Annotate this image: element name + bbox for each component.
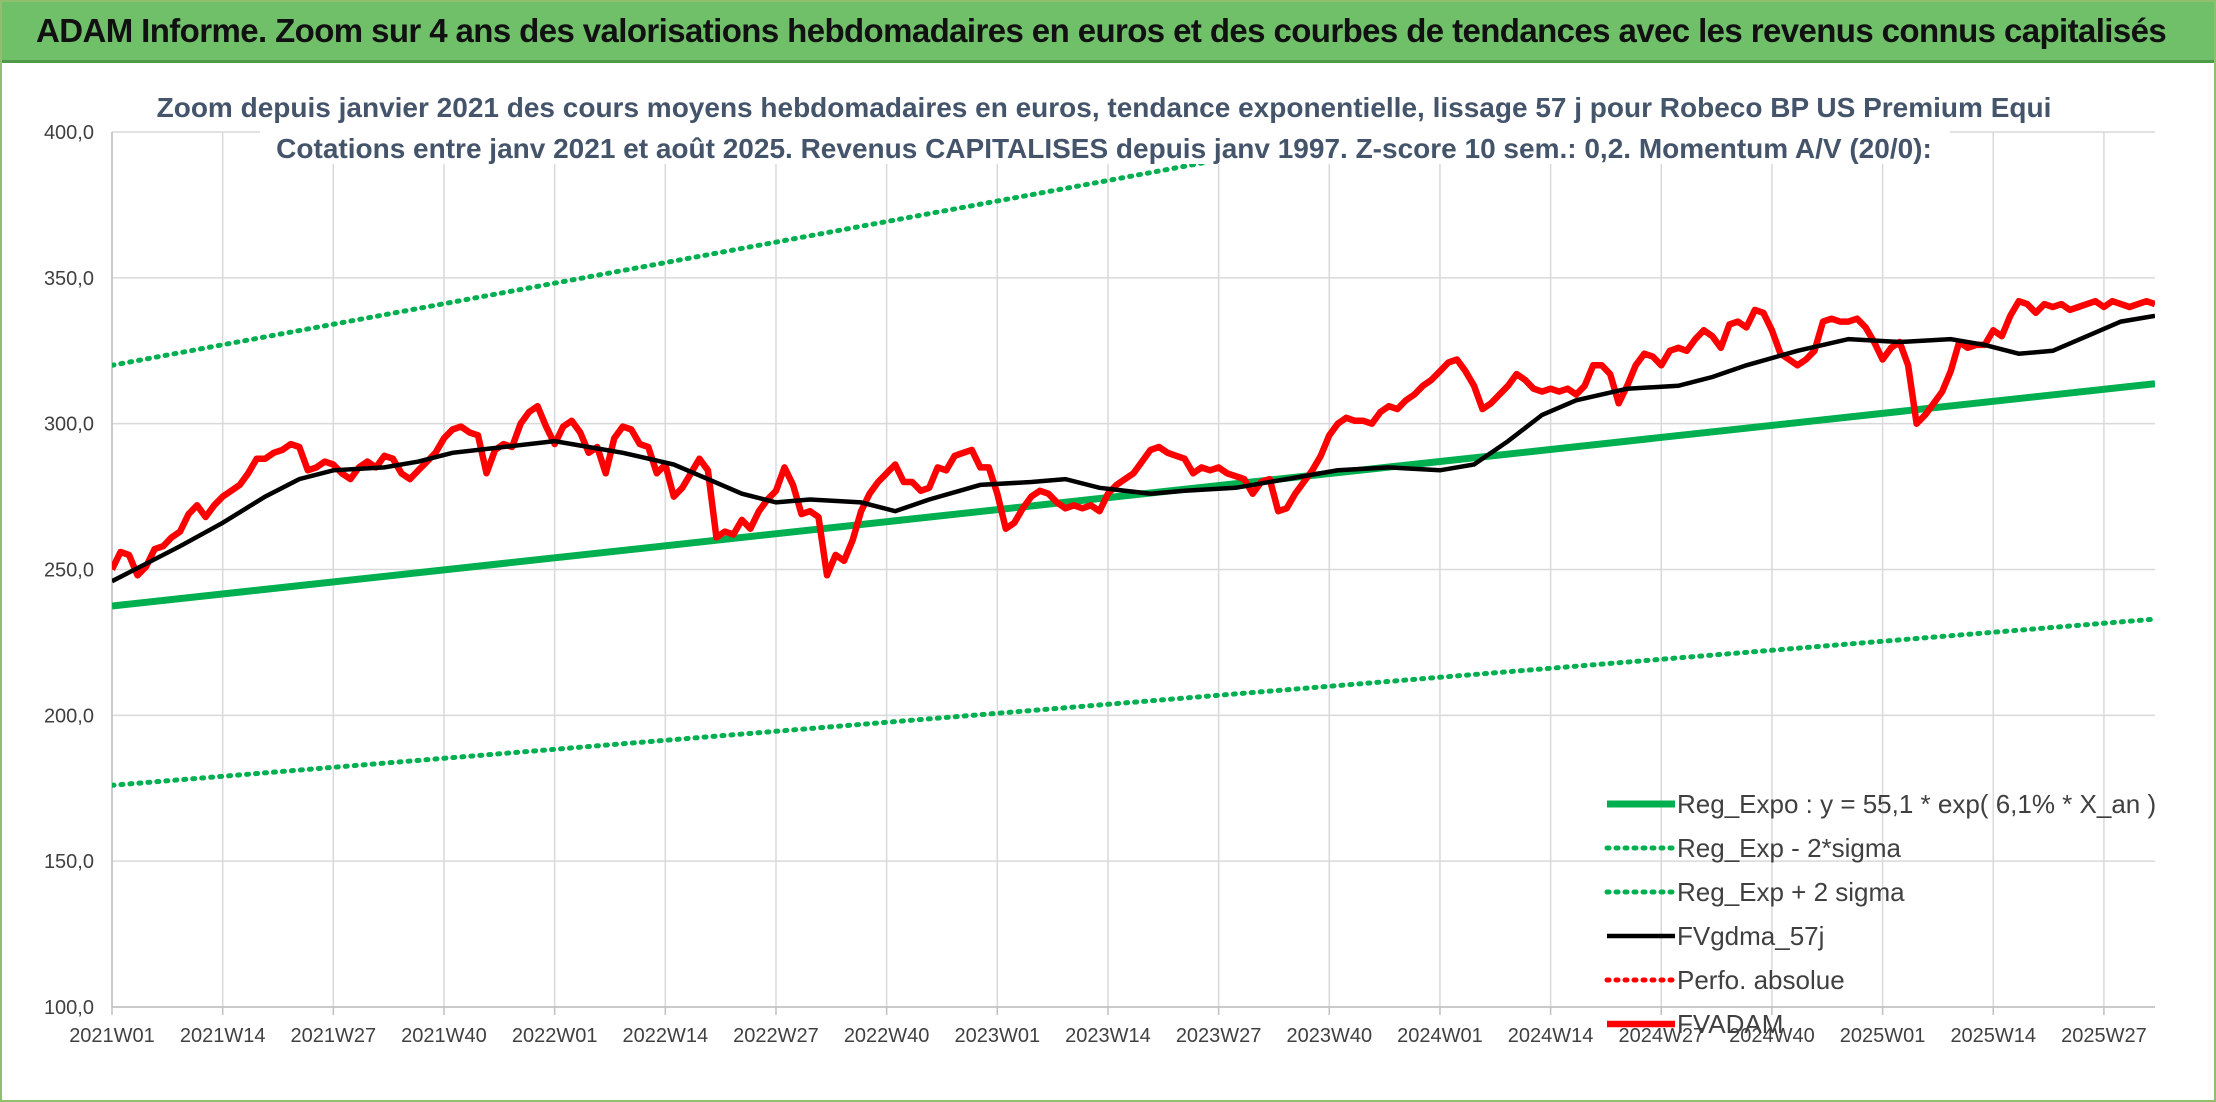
y-tick-label: 100,0 [44, 997, 94, 1019]
legend-label: Reg_Exp + 2 sigma [1677, 877, 1905, 907]
legend-label: FVADAM [1677, 1009, 1783, 1039]
chart-legend: Reg_Expo : y = 55,1 * exp( 6,1% * X_an )… [1604, 789, 2156, 1039]
chart-title-line-2: Cotations entre janv 2021 et août 2025. … [276, 133, 1932, 164]
report-title: ADAM Informe. Zoom sur 4 ans des valoris… [36, 12, 2167, 49]
chart-axes: 400,0 350,0 300,0 250,0 200,0 150,0 100,0 2021W… [44, 122, 2155, 1047]
x-tick-label: 2025W01 [1840, 1025, 1926, 1047]
x-tick-label: 2025W14 [1950, 1025, 2036, 1047]
x-tick-label: 2024W27 [1618, 1025, 1704, 1047]
x-tick-label: 2023W40 [1286, 1025, 1372, 1047]
x-tick-label: 2021W40 [401, 1025, 487, 1047]
y-tick-label: 150,0 [44, 851, 94, 873]
x-tick-label: 2022W01 [512, 1025, 598, 1047]
y-tick-label: 300,0 [44, 414, 94, 436]
y-tick-label: 350,0 [44, 268, 94, 290]
series-line-5 [112, 297, 2155, 579]
x-tick-label: 2023W01 [954, 1025, 1040, 1047]
chart-title-line-1: Zoom depuis janvier 2021 des cours moyen… [157, 92, 2052, 123]
x-tick-label: 2023W14 [1065, 1025, 1151, 1047]
chart-series [112, 132, 2155, 788]
x-tick-label: 2024W40 [1729, 1025, 1815, 1047]
y-tick-label: 400,0 [44, 122, 94, 144]
x-tick-label: 2024W14 [1508, 1025, 1594, 1047]
chart-grid [111, 131, 2155, 1008]
series-line-0 [112, 380, 2155, 610]
legend-label: Reg_Expo : y = 55,1 * exp( 6,1% * X_an ) [1677, 789, 2156, 819]
series-line-2 [112, 132, 1383, 368]
chart-title-background [260, 84, 1950, 164]
x-tick-label: 2022W40 [844, 1025, 930, 1047]
y-tick-label: 250,0 [44, 560, 94, 582]
legend-label: FVgdma_57j [1677, 921, 1824, 951]
x-tick-label: 2025W27 [2061, 1025, 2147, 1047]
x-tick-label: 2022W14 [623, 1025, 709, 1047]
y-tick-label: 200,0 [44, 705, 94, 727]
x-tick-label: 2021W01 [69, 1025, 155, 1047]
series-line-3 [112, 313, 2155, 584]
x-tick-label: 2024W01 [1397, 1025, 1483, 1047]
legend-label: Perfo. absolue [1677, 965, 1845, 995]
report-header: ADAM Informe. Zoom sur 4 ans des valoris… [2, 2, 2214, 63]
x-tick-label: 2021W27 [291, 1025, 377, 1047]
x-tick-label: 2023W27 [1176, 1025, 1262, 1047]
chart-title-block: Zoom depuis janvier 2021 des cours moyen… [157, 84, 2052, 164]
x-tick-label: 2021W14 [180, 1025, 266, 1047]
series-line-1 [112, 616, 2155, 788]
price-chart: 400,0 350,0 300,0 250,0 200,0 150,0 100,0 2021W… [44, 84, 2156, 1047]
x-tick-label: 2022W27 [733, 1025, 819, 1047]
legend-label: Reg_Exp - 2*sigma [1677, 833, 1902, 863]
